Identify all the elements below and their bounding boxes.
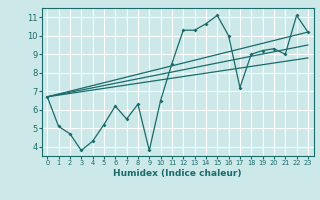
X-axis label: Humidex (Indice chaleur): Humidex (Indice chaleur) [113,169,242,178]
